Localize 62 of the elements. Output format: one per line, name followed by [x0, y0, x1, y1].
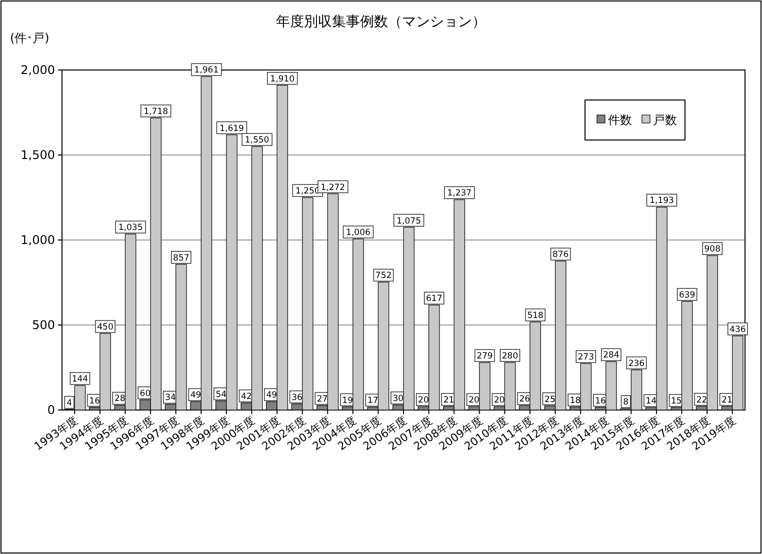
data-label: 16 [89, 396, 100, 406]
y-tick-label: 2,000 [20, 63, 55, 77]
data-label: 876 [552, 250, 569, 260]
data-label: 4 [66, 398, 72, 408]
data-label: 54 [216, 390, 227, 400]
data-label: 42 [240, 392, 252, 402]
data-label: 21 [443, 395, 454, 406]
y-tick-label: 1,000 [20, 233, 55, 247]
data-label: 1,075 [396, 216, 421, 226]
data-label: 27 [316, 394, 328, 404]
data-label: 1,237 [447, 188, 472, 199]
data-label: 273 [578, 352, 594, 363]
data-label: 49 [266, 390, 278, 401]
data-label: 144 [72, 374, 88, 385]
y-axis-title: (件･戸) [10, 31, 50, 45]
data-label: 518 [527, 310, 544, 321]
data-label: 8 [623, 398, 629, 408]
data-label: 908 [704, 244, 720, 255]
data-label: 1,006 [346, 228, 370, 238]
data-label: 280 [502, 351, 518, 362]
data-label: 279 [476, 352, 493, 362]
data-label: 18 [570, 396, 581, 406]
data-label: 1,910 [270, 74, 295, 84]
y-tick-label: 0 [47, 403, 55, 417]
data-label: 21 [722, 395, 732, 406]
data-label: 450 [97, 322, 114, 332]
data-label: 16 [595, 396, 606, 406]
data-label: 20 [418, 396, 429, 406]
data-label: 22 [696, 395, 708, 406]
data-label: 436 [730, 324, 746, 335]
data-label: 36 [292, 392, 302, 403]
data-label: 1,193 [650, 196, 674, 206]
legend-label: 件数 [608, 113, 632, 127]
data-label: 857 [173, 253, 190, 264]
data-label: 1,550 [244, 136, 270, 146]
data-label: 639 [678, 290, 696, 300]
data-label: 26 [519, 394, 530, 405]
data-label: 19 [342, 396, 353, 406]
y-tick-label: 1,500 [20, 148, 55, 162]
data-label: 17 [367, 396, 378, 406]
data-label: 25 [544, 394, 556, 405]
legend-label: 戸数 [653, 113, 677, 127]
y-tick-label: 500 [32, 318, 55, 332]
data-label: 28 [114, 394, 126, 404]
data-label: 60 [140, 388, 151, 399]
chart-title: 年度別収集事例数（マンション） [276, 14, 486, 30]
data-label: 1,619 [220, 124, 244, 134]
data-label: 14 [646, 396, 657, 407]
data-label: 284 [603, 350, 620, 361]
data-label: 1,035 [118, 223, 143, 234]
data-label: 1,718 [144, 106, 168, 117]
data-label: 752 [375, 271, 392, 282]
data-label: 15 [671, 396, 682, 406]
data-label: 30 [392, 394, 404, 404]
data-label: 20 [494, 396, 505, 406]
data-label: 20 [468, 396, 480, 406]
data-label: 1,272 [320, 182, 346, 193]
data-label: 1,961 [194, 66, 219, 76]
data-label: 236 [628, 358, 645, 369]
data-label: 617 [426, 294, 442, 304]
data-label: 49 [190, 390, 202, 401]
data-label: 34 [165, 393, 176, 404]
